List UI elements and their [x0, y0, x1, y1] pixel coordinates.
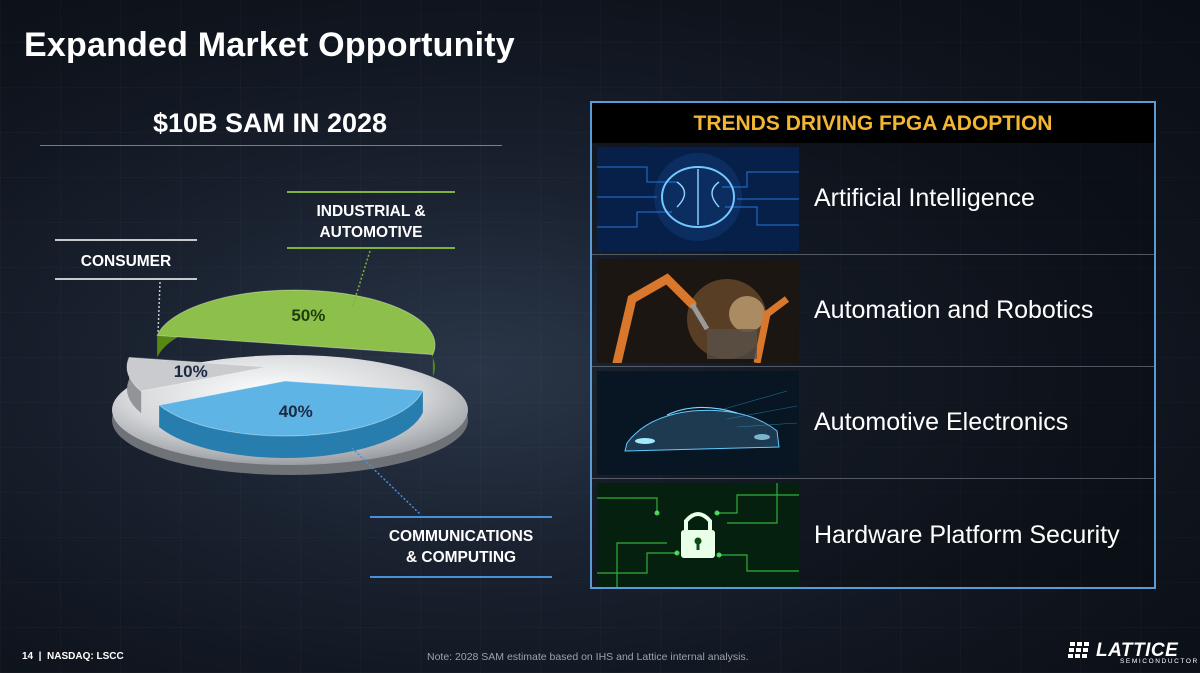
- industrial-leader-line: [351, 250, 371, 309]
- brain-circuit-image: [597, 146, 799, 251]
- trend-label-ai: Artificial Intelligence: [814, 184, 1035, 212]
- trend-label-robotics: Automation and Robotics: [814, 296, 1094, 324]
- ticker-label: NASDAQ: LSCC: [47, 651, 124, 662]
- consumer-label: CONSUMER: [55, 239, 197, 280]
- padlock-circuit-image: [597, 483, 799, 587]
- lattice-logo-mark: [1068, 642, 1089, 658]
- communications-computing-value-label: 40%: [279, 402, 313, 421]
- robot-arm-image: [597, 258, 799, 363]
- communications-computing-label: COMMUNICATIONS & COMPUTING: [370, 516, 552, 578]
- industrial-label-line-1: INDUSTRIAL &: [316, 203, 426, 220]
- communications-computing-slice-side: [159, 390, 423, 458]
- trend-label-automotive: Automotive Electronics: [814, 408, 1069, 436]
- consumer-slice-side: [126, 357, 142, 414]
- car-image: [597, 370, 799, 475]
- industrial-automotive-slice: [156, 289, 436, 356]
- lattice-logo: LATTICE SEMICONDUCTOR: [1068, 640, 1197, 666]
- consumer-value-label: 10%: [174, 362, 208, 381]
- communications-label-line-2: & COMPUTING: [405, 549, 517, 566]
- consumer-slice: [126, 356, 268, 392]
- trend-row-robotics: Automation and Robotics: [592, 255, 1154, 367]
- page-title: Expanded Market Opportunity: [24, 26, 515, 64]
- industrial-automotive-label: INDUSTRIAL & AUTOMOTIVE: [287, 191, 455, 249]
- communications-computing-slice: [158, 380, 424, 437]
- trend-label-security: Hardware Platform Security: [814, 520, 1120, 549]
- footnote: Note: 2028 SAM estimate based on IHS and…: [427, 651, 749, 663]
- footer-page-info: 14 | NASDAQ: LSCC: [22, 651, 124, 662]
- trends-panel: TRENDS DRIVING FPGA ADOPTION Artificial …: [590, 101, 1156, 589]
- title-divider: [40, 145, 502, 146]
- trends-header: TRENDS DRIVING FPGA ADOPTION: [592, 103, 1154, 143]
- trend-row-automotive: Automotive Electronics: [592, 367, 1154, 479]
- trend-row-security: Hardware Platform Security: [592, 479, 1154, 591]
- industrial-automotive-value-label: 50%: [291, 306, 325, 325]
- footer-separator: |: [35, 651, 45, 662]
- logo-wordmark: LATTICE: [1096, 640, 1179, 661]
- industrial-label-line-2: AUTOMOTIVE: [319, 224, 423, 241]
- consumer-label-text: CONSUMER: [80, 253, 172, 270]
- communications-label-line-1: COMMUNICATIONS: [388, 528, 534, 545]
- page-number: 14: [22, 651, 34, 662]
- consumer-leader-line: [157, 281, 161, 335]
- chart-title: $10B SAM IN 2028: [152, 108, 388, 138]
- logo-subtitle: SEMICONDUCTOR: [1120, 658, 1199, 665]
- trend-row-ai: Artificial Intelligence: [592, 143, 1154, 255]
